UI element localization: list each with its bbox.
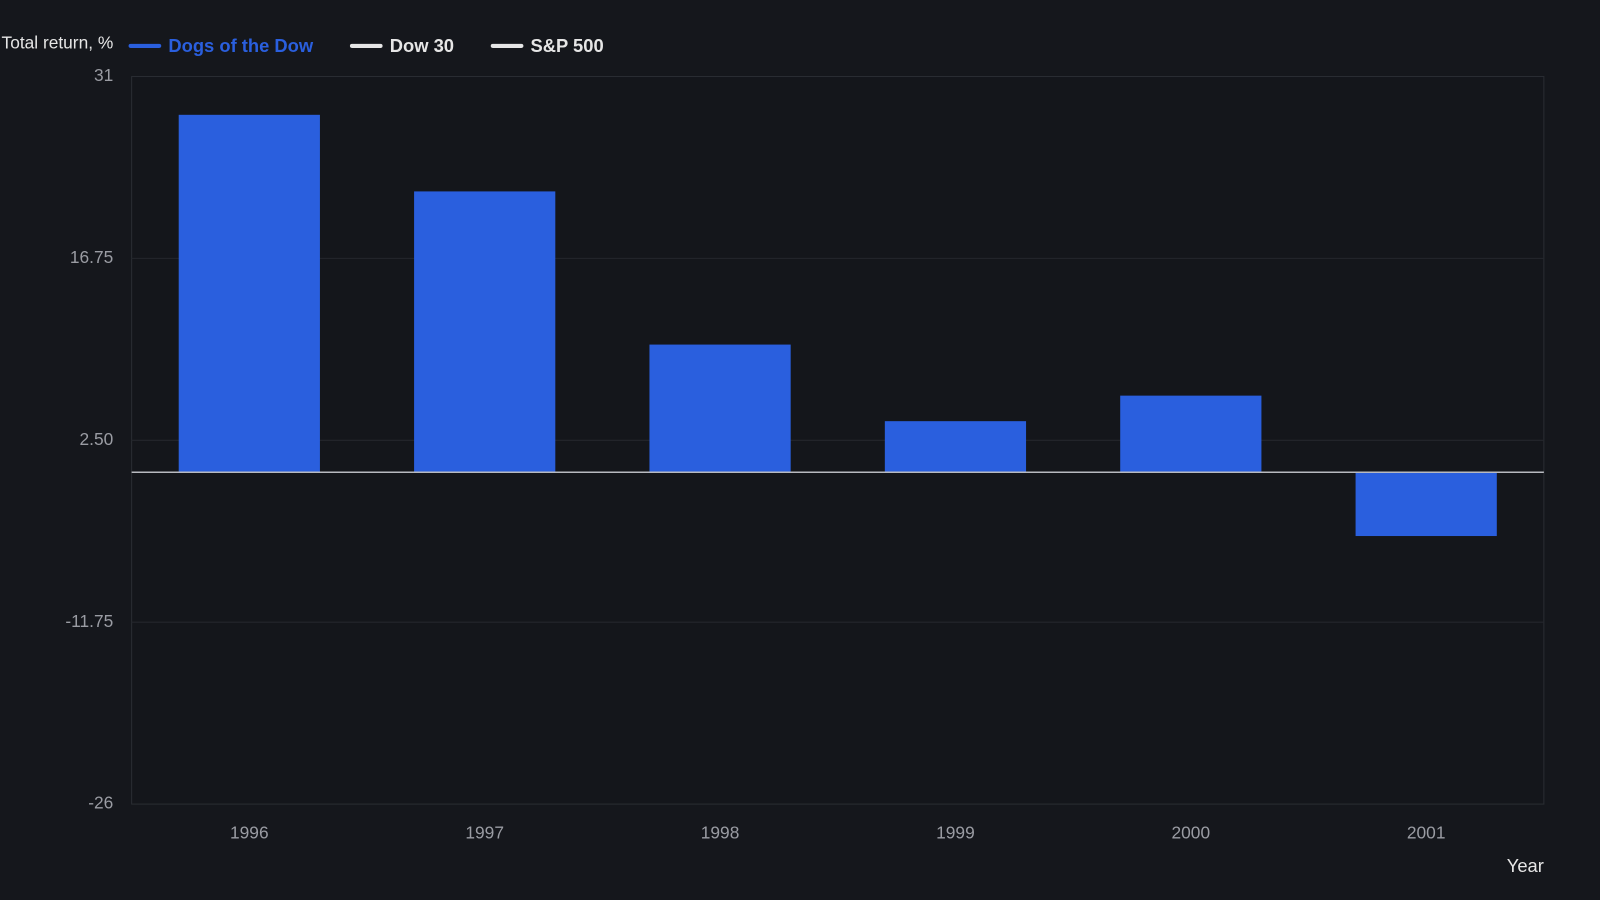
bar <box>1120 395 1262 473</box>
x-tick-label: 1996 <box>230 822 269 842</box>
bar <box>884 421 1027 473</box>
x-axis-label: Year <box>1507 855 1544 876</box>
y-tick-label: 2.50 <box>80 429 114 449</box>
x-tick-label: 2001 <box>1407 822 1446 842</box>
legend-label: S&P 500 <box>531 35 604 56</box>
x-tick-label: 1999 <box>936 822 975 842</box>
y-axis-label: Total return, % <box>2 32 114 52</box>
bar <box>1355 472 1497 537</box>
x-tick-label: 1997 <box>465 822 504 842</box>
y-tick-label: -26 <box>88 793 113 813</box>
bar <box>178 114 320 473</box>
legend-label: Dow 30 <box>390 35 454 56</box>
y-tick-label: 16.75 <box>70 247 113 267</box>
y-tick-label: -11.75 <box>65 611 113 631</box>
legend-label: Dogs of the Dow <box>168 35 314 56</box>
bar <box>649 344 791 473</box>
x-tick-label: 1998 <box>701 822 740 842</box>
bar <box>414 191 556 473</box>
y-tick-label: 31 <box>94 65 113 85</box>
x-tick-label: 2000 <box>1172 822 1211 842</box>
